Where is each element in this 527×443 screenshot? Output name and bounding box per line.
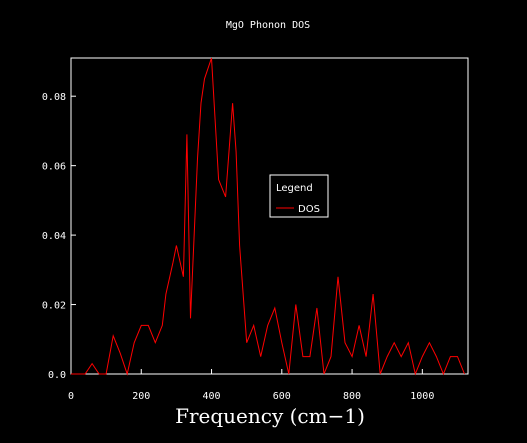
x-tick-label: 400 — [202, 391, 220, 402]
x-tick-label: 800 — [343, 391, 361, 402]
legend-title: Legend — [276, 183, 313, 194]
x-axis-label: Frequency (cm−1) — [175, 404, 365, 428]
x-axis: 0 200 400 600 800 1000 — [68, 369, 434, 402]
y-tick-label: 0.04 — [42, 231, 66, 242]
x-tick-label: 1000 — [410, 391, 434, 402]
legend-box — [269, 174, 329, 218]
y-tick-label: 0.08 — [42, 92, 66, 103]
y-tick-label: 0.06 — [42, 162, 66, 173]
legend-entry-dos: DOS — [298, 204, 320, 215]
x-tick-label: 0 — [68, 391, 74, 402]
legend: Legend DOS — [269, 174, 329, 218]
y-tick-label: 0.0 — [48, 370, 66, 381]
plot-frame — [70, 57, 469, 375]
x-tick-label: 200 — [132, 391, 150, 402]
x-tick-label: 600 — [273, 391, 291, 402]
chart-title: MgO Phonon DOS — [226, 20, 310, 31]
y-tick-label: 0.02 — [42, 301, 66, 312]
dos-series-line — [71, 57, 465, 376]
